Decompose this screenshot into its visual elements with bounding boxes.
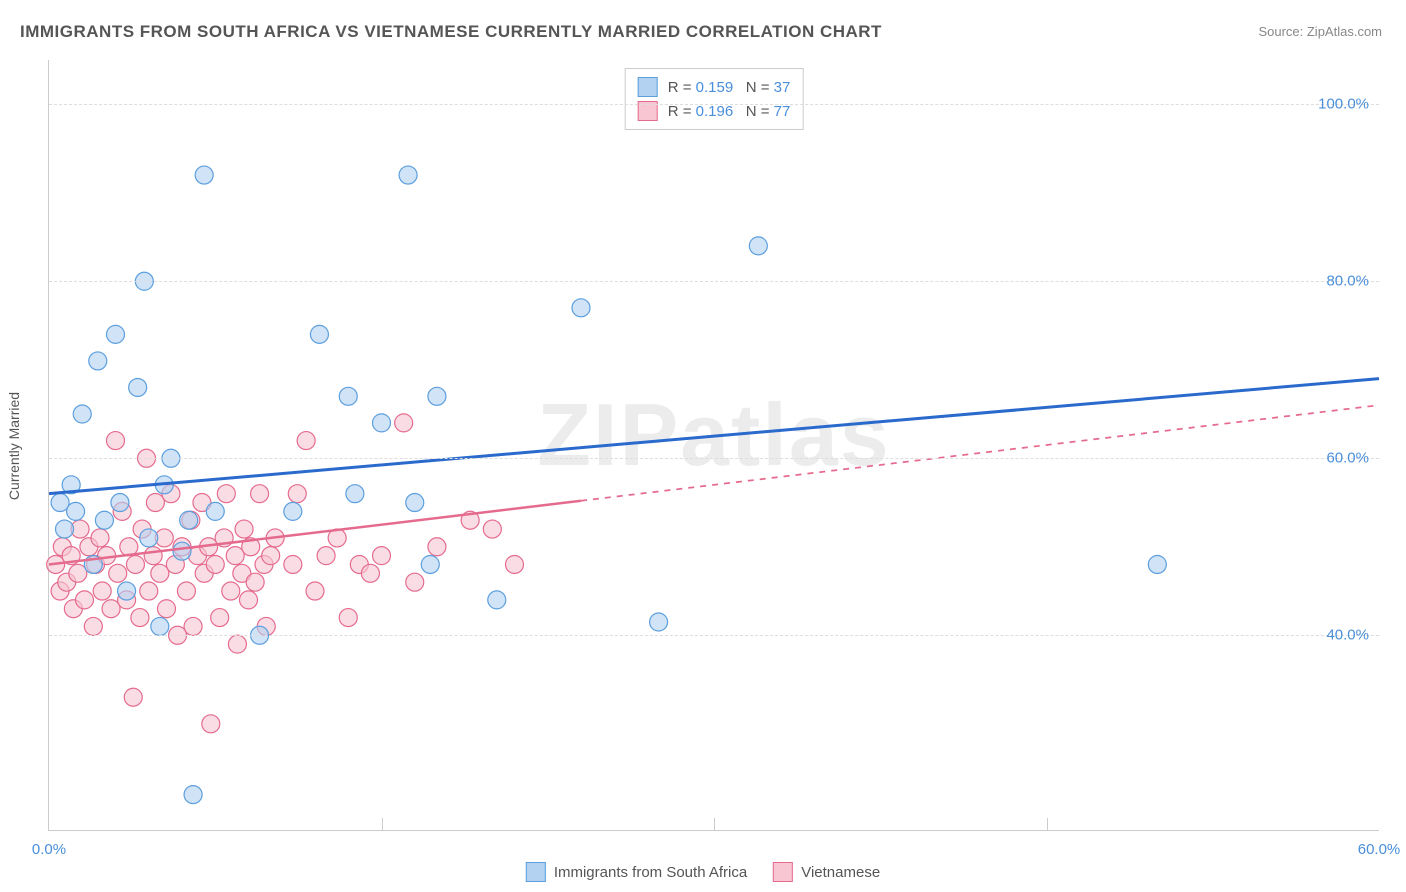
data-point bbox=[373, 547, 391, 565]
legend-swatch-vn-icon bbox=[773, 862, 793, 882]
y-tick-label: 40.0% bbox=[1326, 627, 1369, 644]
legend-swatch-sa-icon bbox=[526, 862, 546, 882]
data-point bbox=[109, 564, 127, 582]
data-point bbox=[129, 378, 147, 396]
data-point bbox=[91, 529, 109, 547]
data-point bbox=[235, 520, 253, 538]
data-point bbox=[184, 617, 202, 635]
data-point bbox=[428, 538, 446, 556]
data-point bbox=[124, 688, 142, 706]
data-point bbox=[217, 485, 235, 503]
data-point bbox=[118, 582, 136, 600]
source-label: Source: ZipAtlas.com bbox=[1258, 24, 1382, 39]
data-point bbox=[89, 352, 107, 370]
data-point bbox=[346, 485, 364, 503]
x-tick-label: 0.0% bbox=[32, 841, 66, 858]
gridline-h bbox=[49, 458, 1379, 459]
data-point bbox=[483, 520, 501, 538]
legend-bottom-sa-label: Immigrants from South Africa bbox=[554, 864, 747, 881]
data-point bbox=[131, 609, 149, 627]
data-point bbox=[246, 573, 264, 591]
data-point bbox=[56, 520, 74, 538]
data-point bbox=[373, 414, 391, 432]
data-point bbox=[173, 542, 191, 560]
data-point bbox=[288, 485, 306, 503]
data-point bbox=[151, 617, 169, 635]
data-point bbox=[406, 494, 424, 512]
scatter-plot bbox=[49, 60, 1379, 830]
data-point bbox=[317, 547, 335, 565]
legend-bottom-vn: Vietnamese bbox=[773, 862, 880, 882]
data-point bbox=[251, 485, 269, 503]
data-point bbox=[202, 715, 220, 733]
data-point bbox=[67, 502, 85, 520]
data-point bbox=[310, 325, 328, 343]
data-point bbox=[211, 609, 229, 627]
data-point bbox=[421, 555, 439, 573]
data-point bbox=[206, 555, 224, 573]
data-point bbox=[262, 547, 280, 565]
data-point bbox=[228, 635, 246, 653]
data-point bbox=[107, 432, 125, 450]
data-point bbox=[406, 573, 424, 591]
y-tick-label: 80.0% bbox=[1326, 273, 1369, 290]
data-point bbox=[180, 511, 198, 529]
data-point bbox=[361, 564, 379, 582]
data-point bbox=[140, 529, 158, 547]
data-point bbox=[206, 502, 224, 520]
data-point bbox=[195, 166, 213, 184]
data-point bbox=[339, 387, 357, 405]
gridline-h bbox=[49, 281, 1379, 282]
data-point bbox=[572, 299, 590, 317]
data-point bbox=[177, 582, 195, 600]
data-point bbox=[650, 613, 668, 631]
data-point bbox=[488, 591, 506, 609]
legend-bottom-vn-label: Vietnamese bbox=[801, 864, 880, 881]
y-axis-label: Currently Married bbox=[6, 392, 22, 500]
data-point bbox=[428, 387, 446, 405]
data-point bbox=[1148, 555, 1166, 573]
data-point bbox=[240, 591, 258, 609]
data-point bbox=[306, 582, 324, 600]
y-tick-label: 60.0% bbox=[1326, 450, 1369, 467]
data-point bbox=[140, 582, 158, 600]
data-point bbox=[284, 555, 302, 573]
y-tick-label: 100.0% bbox=[1318, 96, 1369, 113]
data-point bbox=[749, 237, 767, 255]
data-point bbox=[144, 547, 162, 565]
data-point bbox=[95, 511, 113, 529]
data-point bbox=[184, 786, 202, 804]
x-tick bbox=[382, 818, 383, 830]
data-point bbox=[222, 582, 240, 600]
data-point bbox=[126, 555, 144, 573]
data-point bbox=[157, 600, 175, 618]
data-point bbox=[73, 405, 91, 423]
regression-line bbox=[49, 379, 1379, 494]
chart-title: IMMIGRANTS FROM SOUTH AFRICA VS VIETNAME… bbox=[20, 22, 882, 42]
data-point bbox=[506, 555, 524, 573]
chart-area: ZIPatlas R = 0.159 N = 37 R = 0.196 N = … bbox=[48, 60, 1379, 831]
data-point bbox=[395, 414, 413, 432]
legend-bottom: Immigrants from South Africa Vietnamese bbox=[526, 862, 880, 882]
data-point bbox=[399, 166, 417, 184]
legend-bottom-sa: Immigrants from South Africa bbox=[526, 862, 747, 882]
data-point bbox=[111, 494, 129, 512]
x-tick-label: 60.0% bbox=[1358, 841, 1401, 858]
data-point bbox=[93, 582, 111, 600]
data-point bbox=[75, 591, 93, 609]
data-point bbox=[297, 432, 315, 450]
data-point bbox=[84, 617, 102, 635]
regression-line-extrap bbox=[581, 405, 1379, 501]
data-point bbox=[107, 325, 125, 343]
data-point bbox=[284, 502, 302, 520]
gridline-h bbox=[49, 104, 1379, 105]
gridline-h bbox=[49, 635, 1379, 636]
data-point bbox=[339, 609, 357, 627]
x-tick bbox=[714, 818, 715, 830]
x-tick bbox=[1047, 818, 1048, 830]
